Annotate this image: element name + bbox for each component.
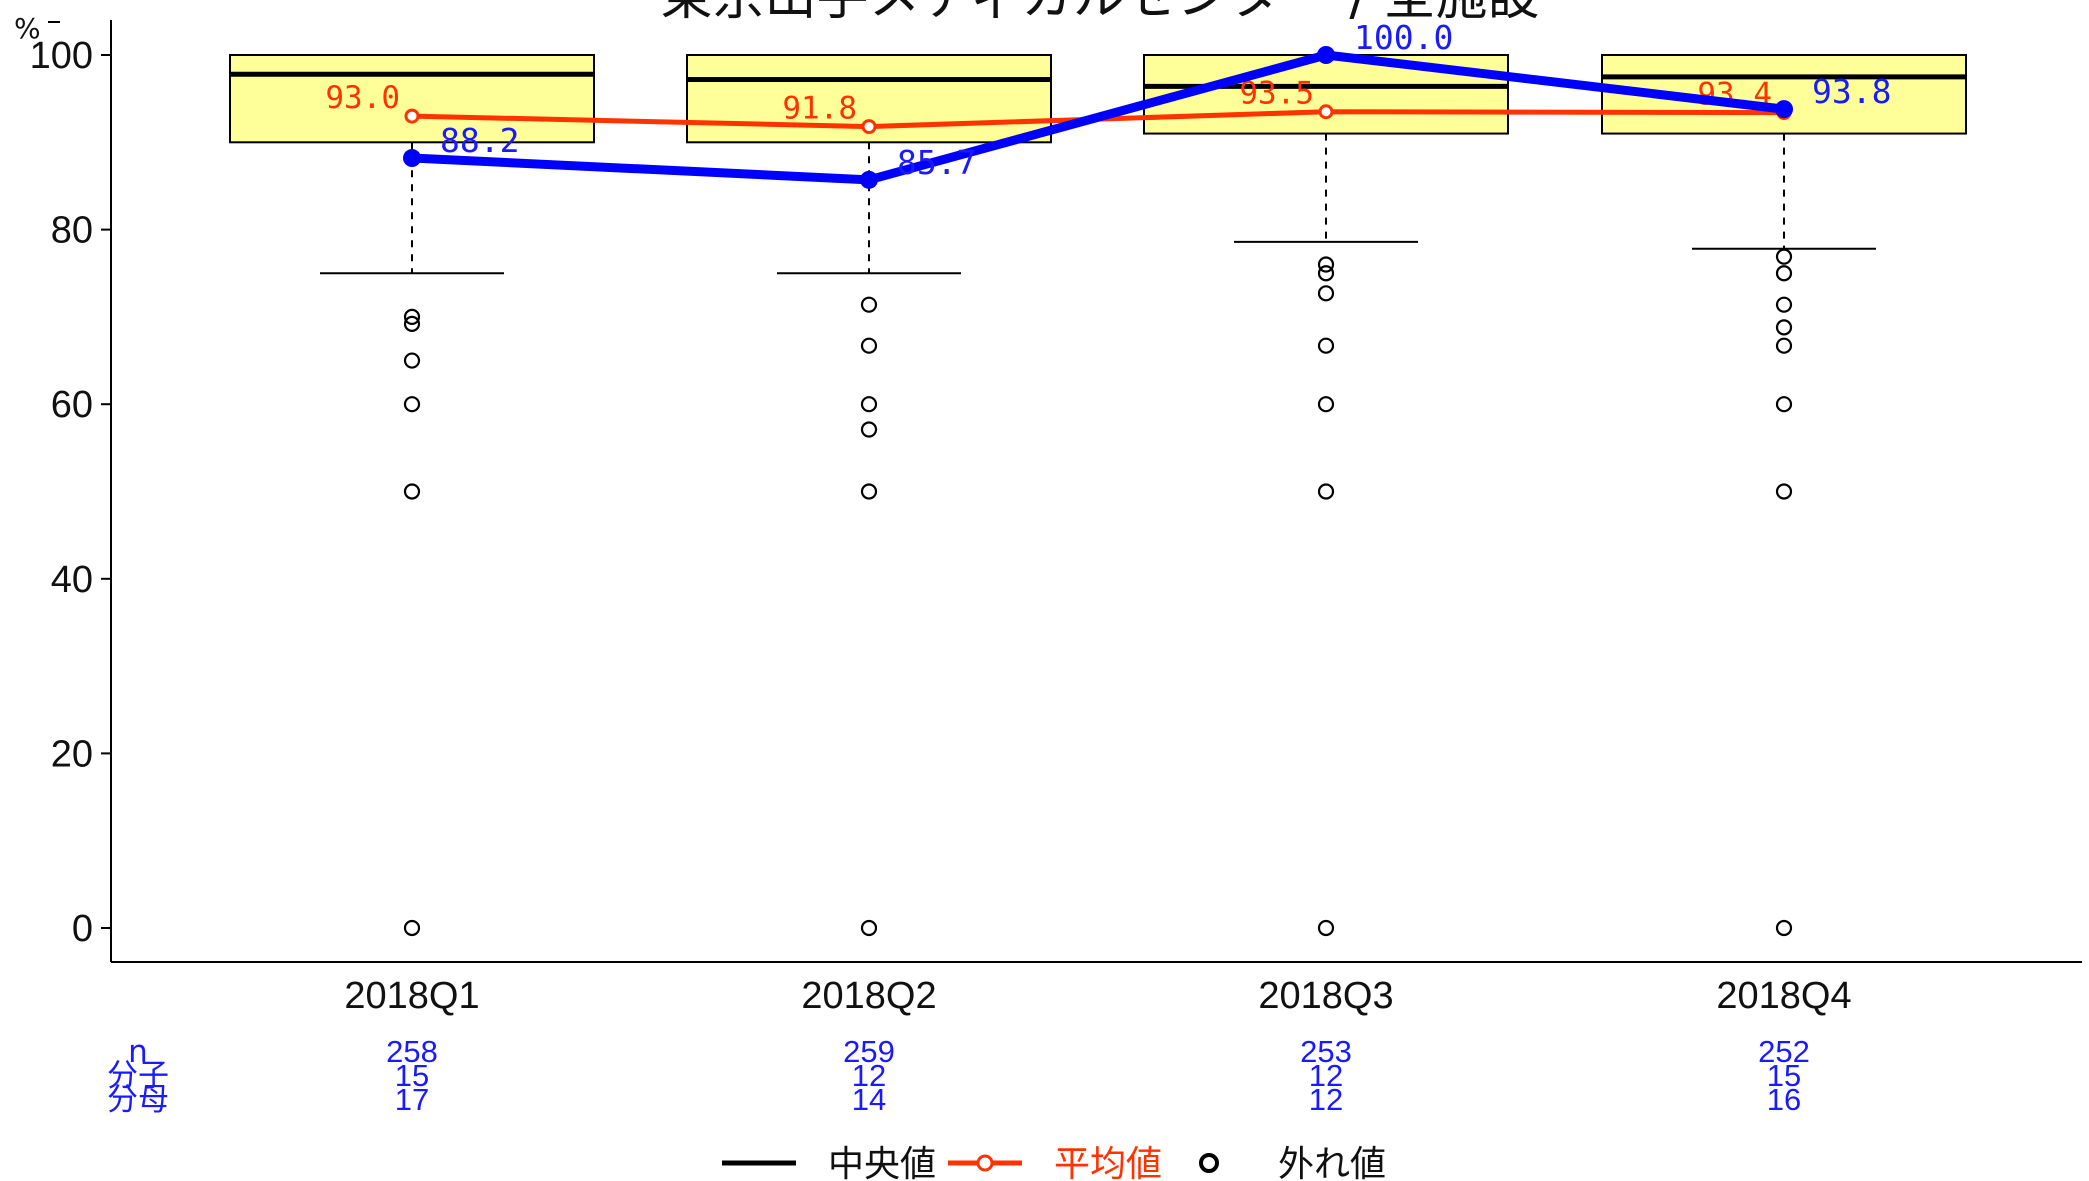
facility-point xyxy=(1775,100,1793,119)
outlier-point xyxy=(860,919,878,937)
mean-point xyxy=(861,119,877,135)
outlier-point xyxy=(1317,919,1335,937)
outlier-point xyxy=(860,421,878,438)
mean-point xyxy=(404,108,420,124)
outlier-point xyxy=(1775,337,1793,354)
outlier-point xyxy=(1317,483,1335,500)
box-rect xyxy=(229,54,595,144)
facility-data-label: 88.2 xyxy=(440,121,519,160)
legend-outlier-swatch xyxy=(1199,1153,1219,1173)
mean-data-label: 91.8 xyxy=(782,91,857,127)
count-cell: 12 xyxy=(1309,1058,1343,1093)
outlier-point xyxy=(1775,919,1793,937)
outlier-point xyxy=(860,296,878,313)
outlier-point xyxy=(1317,396,1335,413)
outlier-point xyxy=(1775,248,1793,265)
outlier-point xyxy=(1317,256,1335,273)
y-axis-unit: % xyxy=(14,12,41,45)
outlier-point xyxy=(403,308,421,325)
count-cell: 14 xyxy=(852,1082,886,1117)
count-row-label: 分母 xyxy=(107,1082,169,1118)
outlier-point xyxy=(1775,319,1793,336)
y-tick-label: 80 xyxy=(51,210,93,252)
y-tick-label: 40 xyxy=(51,559,93,601)
facility-point xyxy=(403,149,421,168)
outlier-point xyxy=(1317,337,1335,354)
chart-title: 東京山手メディカルセンター / 全施設 xyxy=(661,0,1540,27)
y-tick-label: 20 xyxy=(51,733,93,775)
count-cell: 252 xyxy=(1758,1034,1810,1069)
outlier-point xyxy=(403,919,421,937)
outlier-point xyxy=(403,396,421,413)
facility-data-label: 100.0 xyxy=(1354,18,1453,57)
count-cell: 259 xyxy=(843,1034,895,1069)
y-tick-label: 60 xyxy=(51,384,93,426)
title-group: 東京山手メディカルセンター / 全施設 xyxy=(661,0,1540,27)
outliers-group xyxy=(403,248,1793,937)
facility-data-label: 85.7 xyxy=(897,143,976,182)
outlier-point xyxy=(1317,265,1335,282)
outlier-point xyxy=(1775,396,1793,413)
count-cell: 15 xyxy=(1767,1058,1801,1093)
outlier-point xyxy=(403,483,421,500)
facility-data-label: 93.8 xyxy=(1812,72,1891,111)
mean-data-label: 93.5 xyxy=(1239,76,1314,112)
outlier-point xyxy=(403,315,421,332)
outlier-point xyxy=(860,396,878,413)
x-tick-label: 2018Q2 xyxy=(801,975,936,1017)
outlier-point xyxy=(860,337,878,354)
outlier-point xyxy=(1317,285,1335,302)
x-tick-label: 2018Q3 xyxy=(1258,975,1393,1017)
outlier-point xyxy=(403,352,421,369)
count-cell: 12 xyxy=(852,1058,886,1093)
x-tick-label: 2018Q4 xyxy=(1716,975,1851,1017)
count-cell: 258 xyxy=(386,1034,438,1069)
count-row-label: n xyxy=(128,1034,148,1070)
count-cell: 12 xyxy=(1309,1082,1343,1117)
outlier-point xyxy=(1775,483,1793,500)
count-cell: 15 xyxy=(395,1058,429,1093)
outlier-point xyxy=(1775,265,1793,282)
count-cell: 16 xyxy=(1767,1082,1801,1117)
outlier-point xyxy=(1775,296,1793,313)
axes-group: % 0 20 40 60 80 100 2018Q1 2018Q2 2018Q3 2018Q4 xyxy=(14,12,2082,1017)
facility-series-group: 88.2 85.7 100.0 93.8 xyxy=(403,18,1891,189)
facility-point xyxy=(1317,46,1335,64)
legend-group: 中央値 平均値 外れ値 xyxy=(722,1144,1386,1181)
mean-data-label: 93.0 xyxy=(325,80,400,116)
legend-mean-label: 平均値 xyxy=(1054,1144,1162,1181)
count-row-label: 分子 xyxy=(107,1058,169,1094)
count-cell: 17 xyxy=(395,1082,429,1117)
facility-point xyxy=(860,170,878,189)
legend-median-label: 中央値 xyxy=(828,1144,936,1181)
legend-mean-swatch-point xyxy=(976,1154,994,1172)
y-tick-label: 100 xyxy=(30,35,93,77)
outlier-point xyxy=(860,483,878,500)
facility-line xyxy=(411,50,1785,185)
count-cell: 253 xyxy=(1300,1034,1352,1069)
x-tick-label: 2018Q1 xyxy=(344,975,479,1017)
legend-outlier-label: 外れ値 xyxy=(1278,1144,1386,1181)
mean-point xyxy=(1318,104,1334,120)
y-tick-label: 0 xyxy=(72,908,93,950)
